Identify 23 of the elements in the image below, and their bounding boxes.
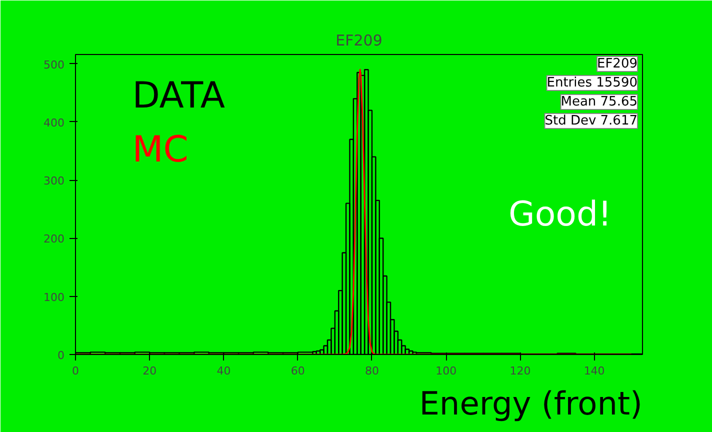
y-tick-label: 400: [44, 116, 65, 130]
x-tick-label: 100: [436, 364, 457, 378]
y-tick-label: 500: [44, 58, 65, 72]
x-tick-label: 40: [216, 364, 231, 378]
chart-title: EF209: [336, 32, 382, 50]
annotation: Entries 15590: [546, 76, 638, 90]
x-tick-label: 120: [510, 364, 531, 378]
text: MC: [132, 130, 188, 170]
text: DATA: [132, 76, 226, 116]
annotation: EF209: [596, 56, 638, 72]
x-tick-label: 140: [584, 364, 605, 378]
x-tick-label: 0: [72, 364, 79, 378]
y-tick-label: 0: [58, 349, 64, 362]
annotation: Mean 75.65: [560, 94, 638, 110]
x-tick-label: 60: [290, 364, 305, 378]
x-tick-label: 20: [142, 364, 157, 378]
y-tick-label: 200: [44, 232, 65, 246]
annotation: Std Dev 7.617: [544, 114, 638, 128]
y-tick-label: 300: [44, 174, 65, 188]
x-tick-label: 80: [364, 364, 379, 378]
x-axis-title: Energy (front): [419, 384, 642, 422]
annotation: Good!: [508, 194, 612, 234]
y-tick-label: 100: [44, 290, 65, 304]
